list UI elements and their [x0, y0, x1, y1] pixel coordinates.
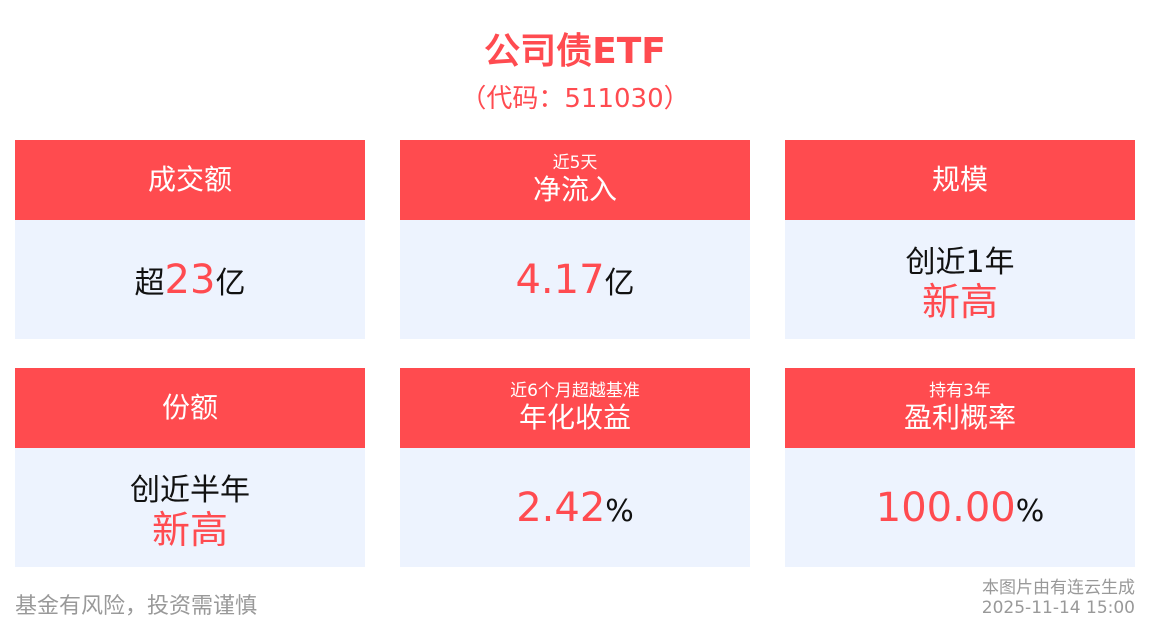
card-label: 盈利概率 [903, 401, 1016, 434]
card-line2: 新高 [921, 279, 998, 324]
card-label: 成交额 [147, 163, 232, 196]
source-text: 本图片由有连云生成 [982, 578, 1135, 598]
card-value: 23 [164, 256, 216, 303]
card-line2: 新高 [151, 507, 228, 552]
card-value: 4.17 [515, 256, 605, 303]
prefix: 超 [134, 265, 165, 301]
card-label: 份额 [161, 391, 218, 424]
unit: % [1015, 493, 1045, 529]
card-line1: 创近半年 [130, 472, 250, 508]
fund-code: （代码：511030） [460, 84, 690, 114]
card-profit-probability: 持有3年 盈利概率 100.00% [785, 368, 1135, 567]
card-annual-return: 近6个月超越基准 年化收益 2.42% [400, 368, 750, 567]
card-turnover: 成交额 超23亿 [15, 140, 365, 339]
card-sublabel: 持有3年 [929, 381, 991, 401]
risk-disclaimer: 基金有风险，投资需谨慎 [15, 594, 258, 619]
card-net-inflow: 近5天 净流入 4.17亿 [400, 140, 750, 339]
source-info: 本图片由有连云生成 2025-11-14 15:00 [982, 578, 1135, 618]
card-value: 2.42 [516, 484, 606, 531]
timestamp: 2025-11-14 15:00 [981, 598, 1135, 618]
card-line1: 创近1年 [905, 244, 1015, 280]
card-label: 规模 [931, 163, 988, 196]
card-sublabel: 近5天 [552, 153, 598, 173]
card-label: 年化收益 [518, 401, 631, 434]
card-shares: 份额 创近半年 新高 [15, 368, 365, 567]
card-value: 100.00 [875, 484, 1016, 531]
card-label: 净流入 [532, 173, 617, 206]
page-title: 公司债ETF [484, 31, 666, 72]
card-scale: 规模 创近1年 新高 [785, 140, 1135, 339]
unit: % [605, 493, 634, 529]
card-sublabel: 近6个月超越基准 [510, 381, 640, 401]
unit: 亿 [215, 265, 246, 301]
unit: 亿 [604, 265, 635, 301]
